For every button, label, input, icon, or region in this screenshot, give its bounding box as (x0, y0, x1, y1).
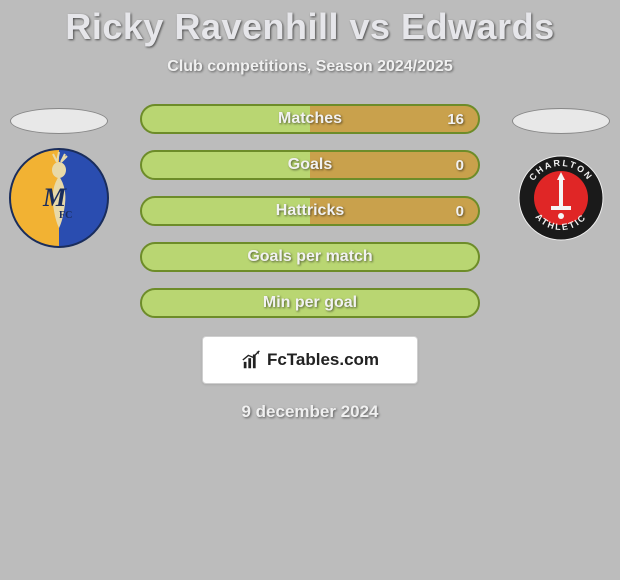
left-player-column: M FC (4, 104, 114, 248)
stat-rows-container: Matches 16 Goals 0 Hattricks 0 Goals per match… (140, 104, 480, 318)
stat-label: Goals per match (247, 248, 372, 266)
chart-bars-icon (241, 349, 263, 371)
date-label: 9 december 2024 (0, 402, 620, 422)
stat-label: Min per goal (263, 294, 357, 312)
stat-value-right: 0 (456, 157, 464, 174)
left-club-badge: M FC (9, 148, 109, 248)
stat-row: Matches 16 (140, 104, 480, 134)
stat-row: Goals 0 (140, 150, 480, 180)
stat-label: Hattricks (276, 202, 344, 220)
svg-text:FC: FC (59, 210, 72, 221)
charlton-badge-icon: CHARLTON ATHLETIC (511, 148, 611, 248)
stat-value-right: 16 (447, 111, 464, 128)
right-club-badge: CHARLTON ATHLETIC (511, 148, 611, 248)
mansfield-badge-icon: M FC (9, 148, 109, 248)
right-player-oval (512, 108, 610, 134)
fctables-attribution: FcTables.com (202, 336, 418, 384)
stat-row: Min per goal (140, 288, 480, 318)
comparison-panel: M FC CHARLTON (0, 104, 620, 318)
left-player-oval (10, 108, 108, 134)
stat-row: Hattricks 0 (140, 196, 480, 226)
stat-label: Matches (278, 110, 342, 128)
page-subtitle: Club competitions, Season 2024/2025 (0, 58, 620, 76)
right-player-column: CHARLTON ATHLETIC (506, 104, 616, 248)
stat-row: Goals per match (140, 242, 480, 272)
fctables-label: FcTables.com (267, 350, 379, 370)
stat-label: Goals (288, 156, 332, 174)
stat-value-right: 0 (456, 203, 464, 220)
svg-text:M: M (42, 183, 67, 212)
page-title: Ricky Ravenhill vs Edwards (0, 0, 620, 48)
